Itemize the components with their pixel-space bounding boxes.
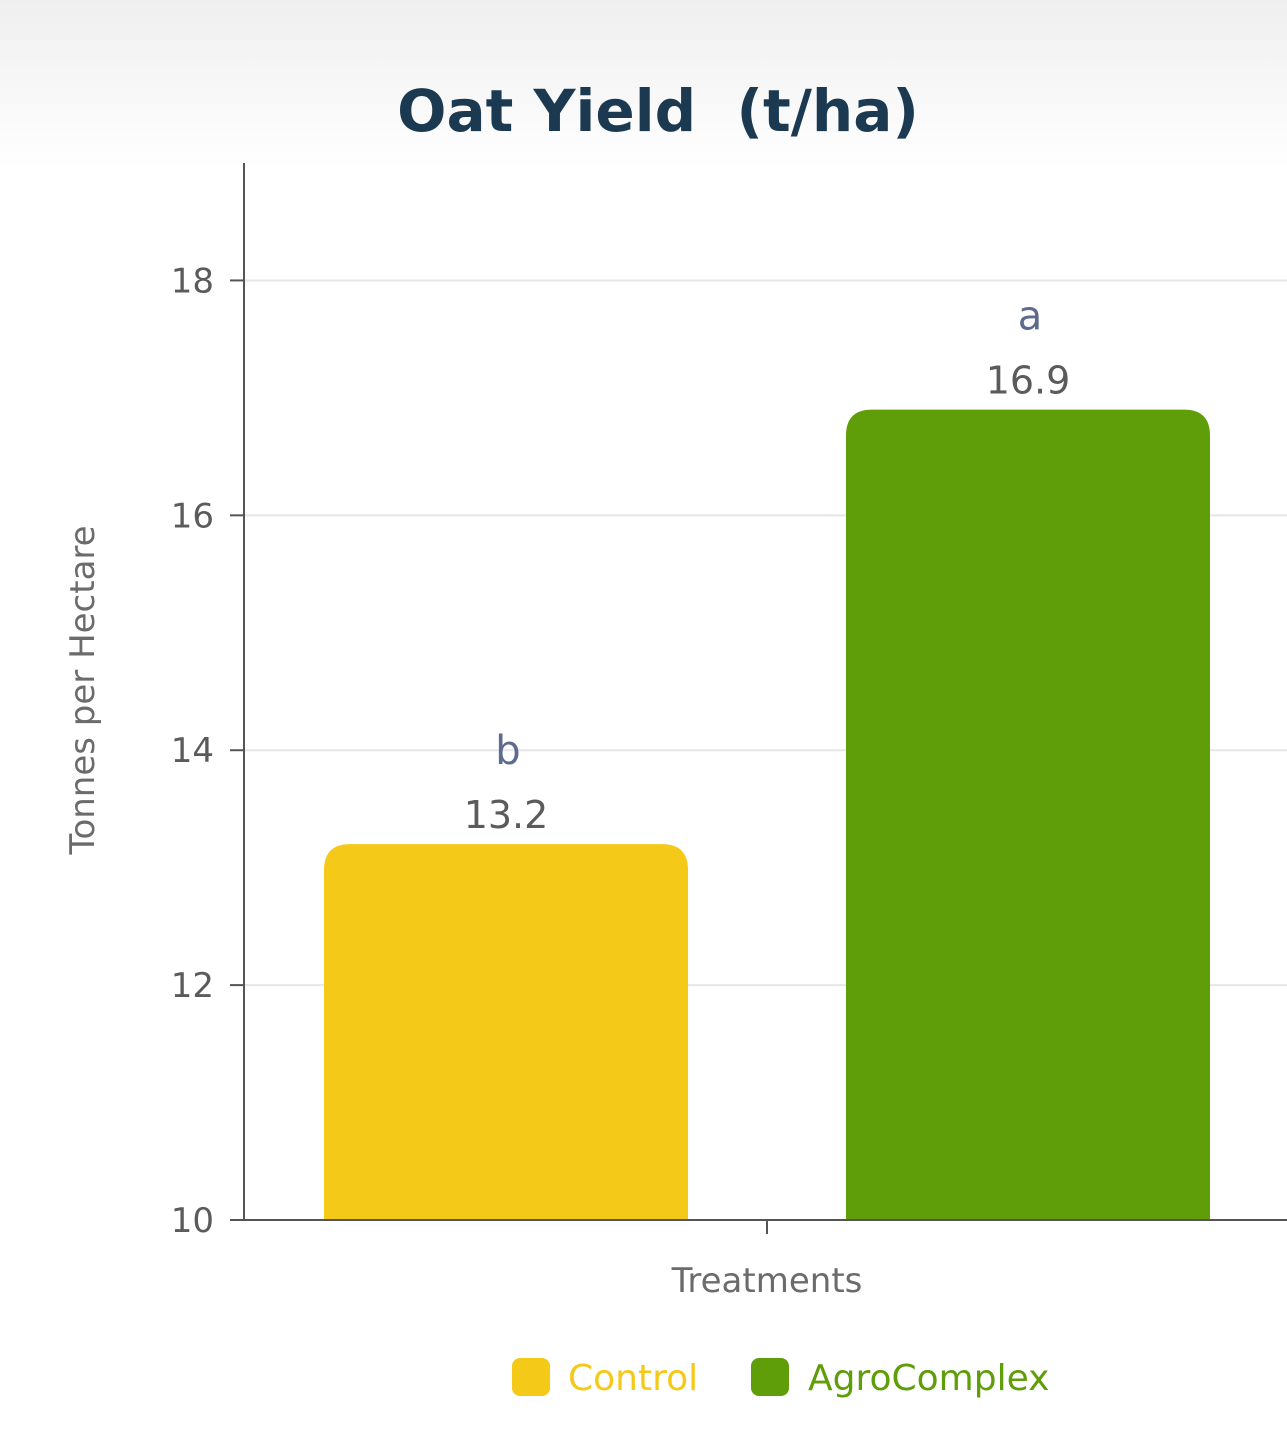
y-tick-label: 16: [171, 496, 214, 536]
y-tick-label: 18: [171, 261, 214, 301]
bar-value-label: 13.2: [464, 793, 549, 837]
legend-label: Control: [568, 1358, 698, 1399]
significance-letter: a: [1018, 294, 1043, 340]
bar-control: [324, 844, 688, 1220]
bars: [324, 409, 1210, 1221]
bar-agrocomplex: [846, 409, 1210, 1221]
y-tick-label: 12: [171, 966, 214, 1006]
legend: Control AgroComplex: [512, 1358, 1049, 1399]
significance-letter: b: [495, 728, 520, 774]
bar-value-label: 16.9: [986, 359, 1071, 403]
legend-item-control[interactable]: Control: [512, 1358, 698, 1399]
y-tick-label: 14: [171, 731, 214, 771]
x-axis-title: Treatments: [671, 1261, 863, 1301]
legend-item-agrocomplex[interactable]: AgroComplex: [751, 1358, 1049, 1399]
y-tick-label: 10: [171, 1201, 214, 1241]
legend-label: AgroComplex: [808, 1358, 1049, 1399]
axes: [230, 163, 1287, 1234]
legend-swatch: [512, 1358, 550, 1396]
y-axis-title: Tonnes per Hectare: [63, 525, 103, 855]
legend-swatch: [751, 1358, 789, 1396]
chart-title: Oat Yield (t/ha): [397, 77, 919, 145]
y-tick-labels: 10 12 14 16 18: [171, 261, 244, 1241]
bar-labels: 13.2 b 16.9 a: [464, 294, 1071, 838]
